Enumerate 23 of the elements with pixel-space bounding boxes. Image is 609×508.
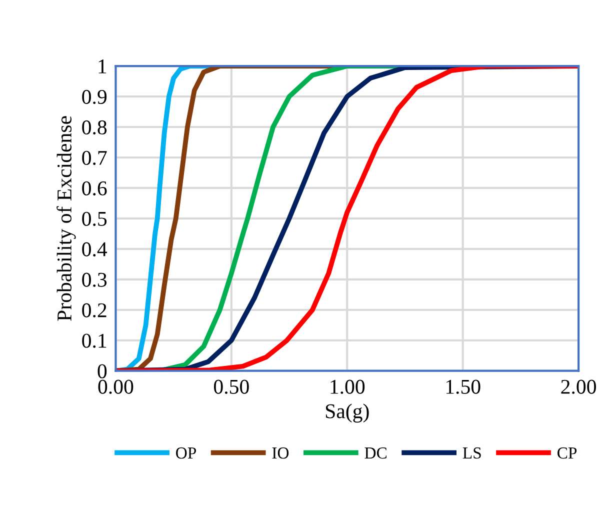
x-axis-title: Sa(g)	[326, 404, 369, 423]
legend-label: LS	[462, 447, 481, 459]
y-tick-label: 0.9	[82, 90, 107, 104]
x-tick-label: 1.50	[446, 380, 480, 394]
y-tick-label: 0.3	[82, 272, 107, 287]
x-tick-label: 0.50	[214, 380, 249, 394]
legend-label: OP	[176, 447, 196, 459]
y-tick-label: 0.5	[82, 212, 107, 226]
y-tick-label: 0.2	[82, 303, 106, 318]
y-tick-label: 0.6	[82, 181, 107, 196]
legend-label: CP	[558, 447, 577, 459]
y-tick-label: 1	[98, 60, 106, 74]
y-axis-title: Probability of Excidense	[56, 116, 76, 321]
legend-label: IO	[272, 447, 289, 459]
x-tick-label: 0.00	[98, 380, 134, 394]
x-tick-label: 2.00	[561, 380, 596, 394]
y-tick-label: 0.7	[82, 150, 107, 166]
y-tick-label: 0.1	[82, 334, 106, 348]
y-tick-label: 0	[98, 364, 107, 378]
y-tick-label: 0.4	[82, 242, 108, 256]
x-tick-label: 1.00	[330, 380, 365, 394]
legend-label: DC	[364, 447, 386, 459]
y-tick-label: 0.8	[82, 120, 107, 135]
